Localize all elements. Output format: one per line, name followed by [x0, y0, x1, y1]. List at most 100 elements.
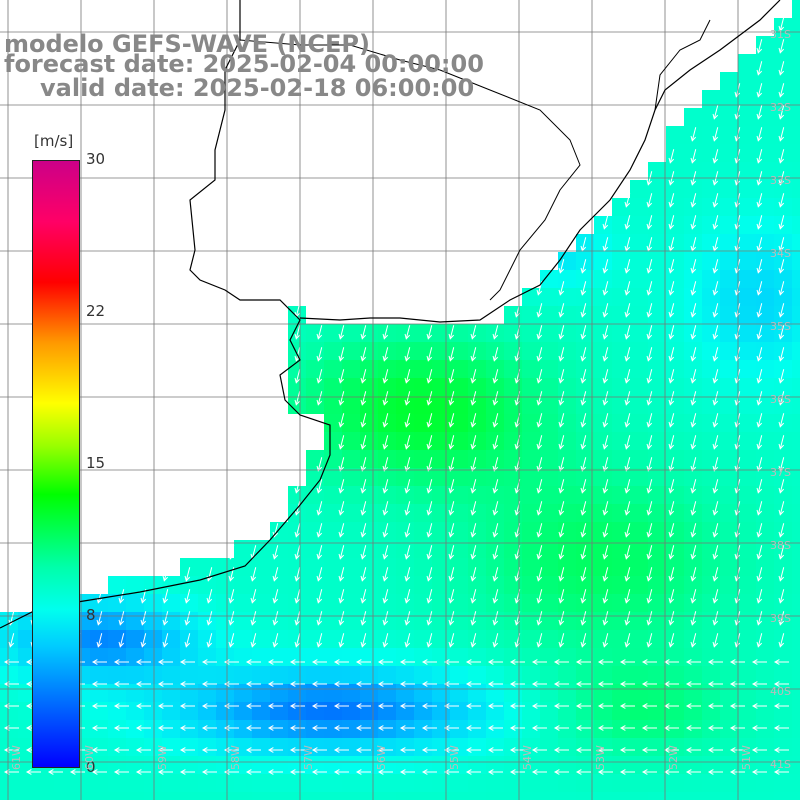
- wind-arrow: [778, 149, 785, 164]
- wind-arrow: [624, 611, 631, 626]
- wind-speed-cell: [648, 234, 666, 252]
- wind-arrow: [597, 681, 613, 687]
- wind-speed-cell: [720, 378, 738, 396]
- wind-speed-cell: [162, 666, 180, 684]
- wind-speed-cell: [594, 342, 612, 360]
- wind-arrow: [382, 369, 389, 384]
- wind-arrow: [294, 325, 301, 340]
- wind-speed-cell: [288, 630, 306, 648]
- wind-arrow: [382, 633, 389, 648]
- wind-speed-cell: [738, 306, 756, 324]
- wind-speed-cell: [216, 558, 234, 576]
- wind-speed-cell: [162, 756, 180, 774]
- wind-arrow: [135, 703, 151, 709]
- colorbar-tick-8: 8: [86, 606, 96, 624]
- wind-arrow: [558, 369, 565, 384]
- wind-arrow: [470, 479, 477, 494]
- model-title: modelo GEFS-WAVE (NCEP): [4, 30, 370, 58]
- wind-arrow: [272, 611, 279, 626]
- wind-speed-cell: [234, 774, 252, 792]
- wind-speed-cell: [792, 0, 800, 18]
- wind-speed-cell: [288, 774, 306, 792]
- wind-speed-cell: [612, 594, 630, 612]
- wind-speed-cell: [396, 702, 414, 720]
- wind-arrow: [536, 347, 543, 362]
- wind-speed-cell: [756, 756, 774, 774]
- wind-arrow: [668, 369, 675, 384]
- wind-speed-cell: [180, 774, 198, 792]
- wind-speed-cell: [540, 558, 558, 576]
- wind-speed-cell: [774, 72, 792, 90]
- wind-speed-cell: [396, 684, 414, 702]
- wind-speed-cell: [378, 666, 396, 684]
- wind-arrow: [360, 589, 367, 604]
- wind-speed-cell: [666, 378, 684, 396]
- wind-speed-cell: [540, 540, 558, 558]
- wind-arrow: [184, 589, 191, 604]
- wind-speed-cell: [684, 630, 702, 648]
- wind-speed-cell: [396, 378, 414, 396]
- wind-arrow: [685, 659, 701, 665]
- wind-arrow: [602, 347, 609, 362]
- wind-speed-cell: [468, 504, 486, 522]
- wind-speed-cell: [144, 594, 162, 612]
- wind-arrow: [646, 479, 653, 494]
- wind-speed-cell: [270, 756, 288, 774]
- wind-speed-cell: [684, 162, 702, 180]
- wind-speed-cell: [594, 522, 612, 540]
- wind-arrow: [712, 479, 719, 494]
- wind-arrow: [580, 281, 587, 296]
- wind-speed-cell: [630, 414, 648, 432]
- wind-speed-cell: [630, 270, 648, 288]
- wind-arrow: [778, 347, 785, 362]
- wind-speed-cell: [648, 738, 666, 756]
- wind-speed-cell: [198, 594, 216, 612]
- wind-arrow: [404, 435, 411, 450]
- wind-arrow: [448, 633, 455, 648]
- wind-arrow: [553, 681, 569, 687]
- wind-speed-cell: [504, 558, 522, 576]
- wind-arrow: [91, 769, 107, 775]
- wind-speed-cell: [576, 504, 594, 522]
- wind-speed-cell: [666, 324, 684, 342]
- wind-arrow: [756, 479, 763, 494]
- wind-arrow: [492, 589, 499, 604]
- wind-speed-cell: [774, 180, 792, 198]
- wind-speed-cell: [234, 720, 252, 738]
- colorbar-tick-22: 22: [86, 302, 106, 320]
- wind-speed-cell: [324, 450, 342, 468]
- wind-arrow: [712, 193, 719, 208]
- wind-arrow: [448, 523, 455, 538]
- wind-arrow: [316, 391, 323, 406]
- wind-arrow: [668, 501, 675, 516]
- wind-speed-cell: [756, 774, 774, 792]
- wind-speed-cell: [252, 612, 270, 630]
- wind-speed-cell: [414, 468, 432, 486]
- wind-arrow: [624, 303, 631, 318]
- wind-arrow: [470, 391, 477, 406]
- wind-arrow: [135, 747, 151, 753]
- wind-speed-cell: [720, 126, 738, 144]
- wind-speed-cell: [432, 540, 450, 558]
- wind-arrow: [690, 413, 697, 428]
- wind-arrow: [201, 769, 217, 775]
- wind-arrow: [179, 681, 195, 687]
- wind-speed-cell: [540, 450, 558, 468]
- wind-speed-cell: [378, 504, 396, 522]
- wind-arrow: [382, 501, 389, 516]
- wind-arrow: [597, 659, 613, 665]
- wind-speed-cell: [594, 270, 612, 288]
- wind-speed-cell: [792, 558, 800, 576]
- wind-arrow: [646, 589, 653, 604]
- wind-speed-cell: [792, 504, 800, 522]
- wind-arrow: [685, 725, 701, 731]
- wind-arrow: [778, 39, 785, 54]
- wind-speed-cell: [792, 288, 800, 306]
- wind-speed-cell: [720, 144, 738, 162]
- wind-speed-cell: [414, 360, 432, 378]
- wind-speed-cell: [756, 234, 774, 252]
- wind-speed-cell: [720, 198, 738, 216]
- wind-speed-cell: [792, 756, 800, 774]
- wind-speed-cell: [684, 594, 702, 612]
- wind-arrow: [404, 523, 411, 538]
